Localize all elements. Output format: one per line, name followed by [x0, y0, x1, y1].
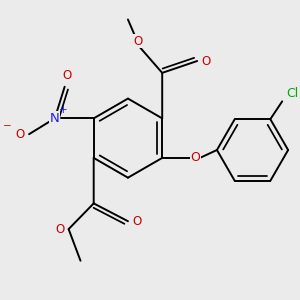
Text: O: O — [16, 128, 25, 141]
Text: O: O — [133, 35, 142, 48]
Text: O: O — [62, 69, 71, 82]
Text: N: N — [50, 112, 60, 125]
Text: Cl: Cl — [286, 87, 298, 100]
Text: −: − — [3, 121, 12, 131]
Text: O: O — [132, 215, 141, 228]
Text: +: + — [59, 105, 68, 115]
Text: O: O — [55, 223, 64, 236]
Text: O: O — [190, 152, 200, 164]
Text: O: O — [201, 55, 211, 68]
